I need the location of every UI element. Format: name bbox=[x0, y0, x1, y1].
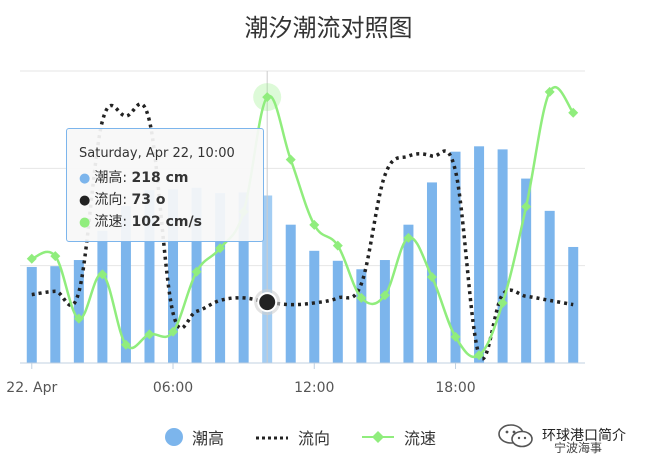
speed-point[interactable] bbox=[497, 298, 508, 309]
speed-point[interactable] bbox=[544, 86, 555, 97]
watermark-subtext: 宁波海事 bbox=[554, 441, 603, 455]
speed-point[interactable] bbox=[379, 290, 390, 301]
speed-point[interactable] bbox=[403, 232, 414, 243]
legend-dotted-line-icon bbox=[256, 436, 289, 440]
bar-tide-height[interactable] bbox=[238, 192, 249, 363]
speed-point[interactable] bbox=[215, 243, 226, 254]
legend: 潮高 流向 流速 bbox=[164, 424, 466, 450]
tooltip-row-current-speed: ● 流速: 102 cm/s bbox=[79, 211, 263, 233]
bar-tide-height[interactable] bbox=[544, 210, 555, 363]
legend-label-current-direction: 流向 bbox=[298, 429, 331, 448]
tooltip-value-current-speed: 102 cm/s bbox=[131, 214, 202, 230]
tooltip-label-tide-height: 潮高: bbox=[94, 170, 132, 186]
x-tick-label: 22. Apr bbox=[6, 380, 57, 396]
tooltip-dot-current-speed: ● bbox=[79, 215, 91, 230]
bar-tide-height[interactable] bbox=[332, 260, 343, 363]
legend-diamond-line-icon bbox=[362, 431, 395, 443]
speed-series-line bbox=[31, 86, 575, 359]
tooltip-label-current-speed: 流速: bbox=[94, 214, 132, 230]
speed-point[interactable] bbox=[97, 269, 108, 280]
speed-point[interactable] bbox=[168, 326, 179, 337]
speed-point[interactable] bbox=[309, 219, 320, 230]
bar-tide-height[interactable] bbox=[497, 149, 508, 363]
bar-tide-height[interactable] bbox=[403, 224, 414, 363]
speed-point[interactable] bbox=[262, 92, 273, 103]
bar-tide-height[interactable] bbox=[50, 266, 61, 363]
bar-tide-height[interactable] bbox=[120, 206, 131, 363]
tooltip-row-tide-height: ● 潮高: 218 cm bbox=[79, 167, 263, 189]
bar-tide-height[interactable] bbox=[379, 260, 390, 363]
bar-tide-height[interactable] bbox=[521, 178, 532, 363]
tooltip-row-current-direction: ● 流向: 73 o bbox=[79, 189, 263, 211]
direction-hover-point bbox=[257, 292, 278, 313]
x-tick-label: 12:00 bbox=[294, 380, 334, 396]
bar-tide-height[interactable] bbox=[568, 246, 579, 363]
speed-point[interactable] bbox=[450, 331, 461, 342]
current-speed-line[interactable] bbox=[26, 83, 579, 361]
bar-tide-height[interactable] bbox=[309, 250, 320, 363]
wechat-logo-icon bbox=[498, 424, 533, 448]
x-axis: 22. Apr 06:00 12:00 18:00 bbox=[6, 362, 585, 396]
speed-point[interactable] bbox=[474, 350, 485, 361]
watermark-text: 环球港口简介 bbox=[542, 428, 626, 444]
bar-tide-height[interactable] bbox=[168, 189, 179, 363]
tooltip-label-current-direction: 流向: bbox=[94, 192, 132, 208]
speed-point[interactable] bbox=[332, 240, 343, 251]
speed-point[interactable] bbox=[426, 271, 437, 282]
legend-item-current-direction[interactable]: 流向 bbox=[254, 425, 330, 449]
legend-label-tide-height: 潮高 bbox=[192, 429, 225, 448]
tooltip-header: Saturday, Apr 22, 10:00 bbox=[79, 146, 235, 161]
bar-tide-height[interactable] bbox=[144, 190, 155, 363]
bar-tide-height[interactable] bbox=[285, 224, 296, 363]
tooltip-dot-tide-height: ● bbox=[79, 171, 91, 186]
legend-item-current-speed[interactable]: 流速 bbox=[360, 425, 436, 449]
bar-tide-height[interactable] bbox=[356, 269, 367, 363]
legend-label-current-speed: 流速 bbox=[404, 429, 437, 448]
x-tick-label: 06:00 bbox=[153, 380, 193, 396]
x-tick-label: 18:00 bbox=[435, 380, 475, 396]
speed-point[interactable] bbox=[144, 329, 155, 340]
bar-tide-height[interactable] bbox=[450, 151, 461, 363]
tooltip-value-tide-height: 218 cm bbox=[131, 170, 189, 186]
speed-point[interactable] bbox=[568, 107, 579, 118]
speed-point[interactable] bbox=[356, 292, 367, 303]
speed-point[interactable] bbox=[50, 251, 61, 262]
bar-tide-height[interactable] bbox=[474, 146, 485, 363]
tooltip-value-current-direction: 73 o bbox=[131, 192, 166, 208]
legend-circle-icon bbox=[165, 428, 183, 446]
legend-item-tide-height[interactable]: 潮高 bbox=[164, 425, 224, 449]
speed-point[interactable] bbox=[285, 154, 296, 165]
speed-point[interactable] bbox=[521, 201, 532, 212]
tooltip-dot-current-direction: ● bbox=[79, 193, 91, 208]
speed-point[interactable] bbox=[191, 266, 202, 277]
speed-point[interactable] bbox=[26, 253, 37, 264]
bar-tide-height[interactable] bbox=[97, 230, 108, 363]
watermark: 环球港口简介 宁波海事 bbox=[496, 422, 626, 455]
bar-tide-height[interactable] bbox=[215, 193, 226, 363]
tooltip: Saturday, Apr 22, 10:00 ● 潮高: 218 cm ● 流向:… bbox=[66, 128, 264, 242]
speed-point[interactable] bbox=[73, 313, 84, 324]
bar-tide-height[interactable] bbox=[26, 266, 37, 363]
bar-tide-height[interactable] bbox=[73, 260, 84, 363]
chart-title: 潮汐潮流对照图 bbox=[244, 14, 413, 42]
speed-point[interactable] bbox=[120, 339, 131, 350]
